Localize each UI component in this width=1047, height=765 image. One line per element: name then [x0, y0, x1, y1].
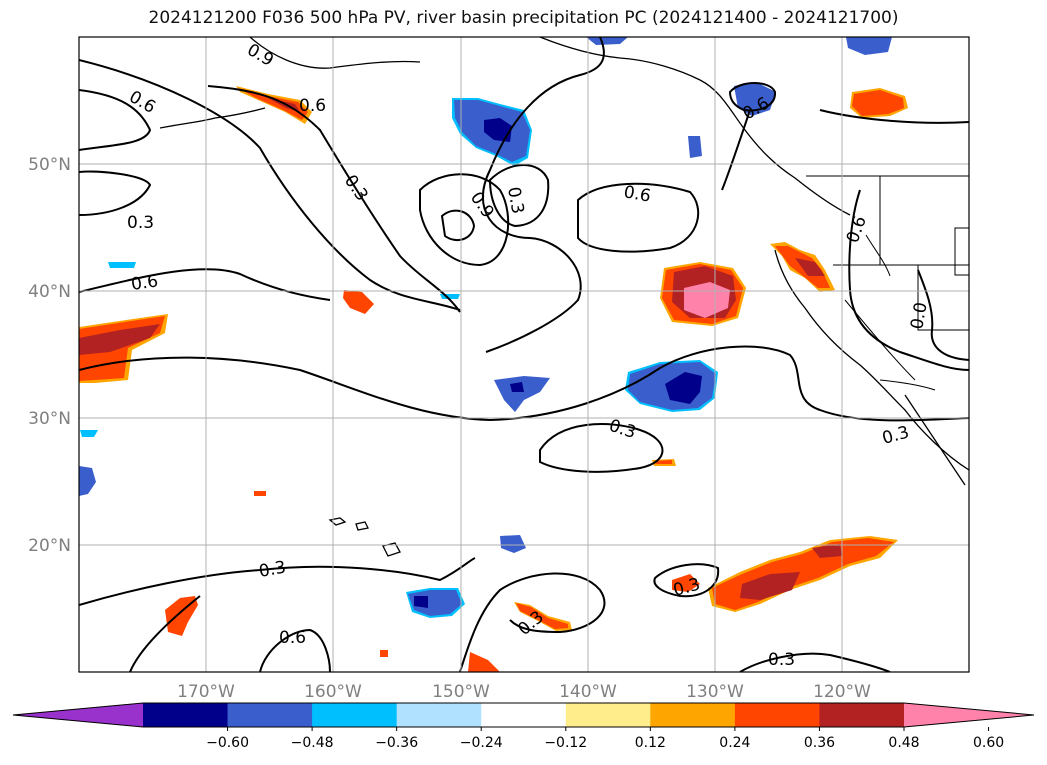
contour-label: 0.3	[257, 558, 287, 582]
contour-label: 0.6	[622, 182, 652, 206]
lat-label-40n: 40°N	[28, 282, 71, 302]
lat-label-50n: 50°N	[28, 155, 71, 175]
colorbar-extend-high	[904, 703, 1034, 727]
longitude-labels: 170°W 160°W 150°W 140°W 130°W 120°W	[177, 682, 871, 702]
coastlines	[159, 37, 969, 557]
colorbar-segment	[143, 703, 229, 727]
lon-label-120w: 120°W	[813, 682, 871, 702]
contour-label: 0.6	[279, 628, 306, 648]
gridlines	[79, 37, 969, 672]
lon-label-140w: 140°W	[559, 682, 617, 702]
colorbar-tick-label: 0.36	[804, 735, 835, 751]
lon-label-170w: 170°W	[177, 682, 235, 702]
colorbar-tick-label: −0.24	[460, 735, 503, 751]
pv-contours	[79, 37, 969, 672]
colorbar-tick-label: −0.48	[291, 735, 334, 751]
colorbar-segment	[565, 703, 651, 727]
colorbar-tick-label: 0.24	[719, 735, 750, 751]
lon-label-150w: 150°W	[432, 682, 490, 702]
negative-precip-regions	[79, 37, 892, 618]
colorbar-outline	[12, 702, 1035, 728]
colorbar-segment	[819, 703, 905, 727]
colorbar-segment	[227, 703, 313, 727]
plot-frame	[78, 36, 970, 673]
map-title: 2024121200 F036 500 hPa PV, river basin …	[148, 8, 899, 28]
contour-label: 0.6	[299, 96, 326, 116]
colorbar-segment	[312, 703, 398, 727]
colorbar-tick-label: −0.60	[206, 735, 249, 751]
positive-precip-regions	[79, 86, 908, 672]
colorbar-tick-label: −0.36	[375, 735, 418, 751]
colorbar-segment	[396, 703, 482, 727]
colorbar-tick-label: 0.60	[973, 735, 1004, 751]
colorbar-segment	[734, 703, 820, 727]
colorbar-segment	[481, 703, 567, 727]
contour-label: 0.3	[768, 650, 795, 670]
lon-label-130w: 130°W	[686, 682, 744, 702]
latitude-labels: 50°N 40°N 30°N 20°N	[28, 155, 71, 556]
colorbar-tick-label: 0.48	[888, 735, 919, 751]
colorbar-segment	[650, 703, 736, 727]
lat-label-30n: 30°N	[28, 409, 71, 429]
contour-label: 0.3	[503, 185, 527, 215]
colorbar-tick-label: −0.12	[544, 735, 587, 751]
colorbar: −0.60 −0.48 −0.36 −0.24 −0.12 0.12 0.24 0.36 0.4…	[12, 702, 1035, 751]
lat-label-20n: 20°N	[28, 536, 71, 556]
lon-label-160w: 160°W	[304, 682, 362, 702]
contour-label: 0.6	[130, 271, 160, 295]
contour-label: 0.0	[907, 301, 931, 331]
contour-label: 0.3	[127, 213, 154, 233]
colorbar-tick-label: 0.12	[635, 735, 666, 751]
colorbar-extend-low	[13, 703, 143, 727]
